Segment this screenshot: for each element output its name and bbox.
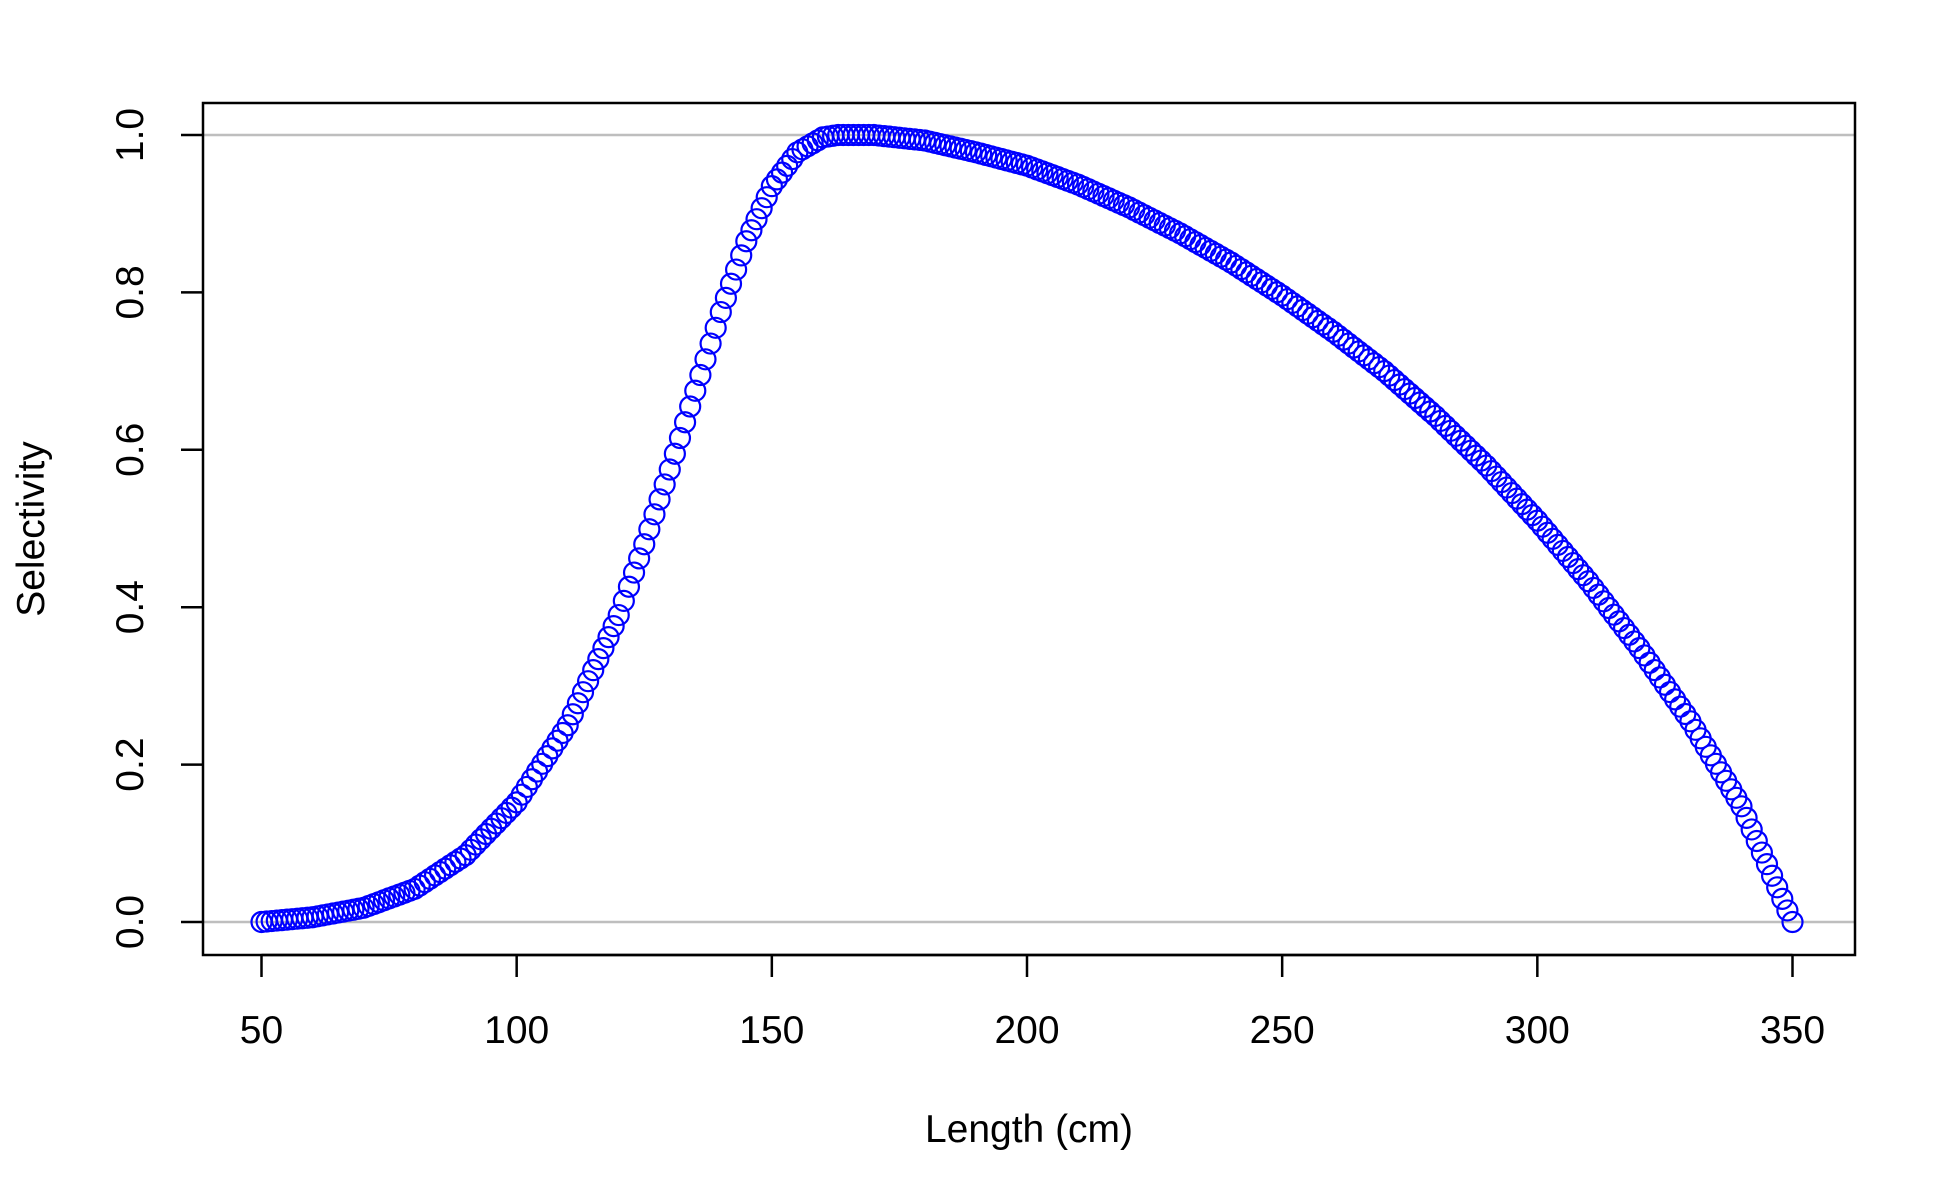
data-point (1771, 887, 1794, 910)
data-point (730, 244, 753, 267)
data-point (1674, 702, 1697, 726)
y-tick-label: 0.0 (109, 895, 152, 949)
data-point (709, 300, 732, 324)
data-point (648, 488, 671, 511)
y-tick-label: 0.4 (109, 580, 152, 634)
data-point (1750, 841, 1773, 864)
data-point (653, 473, 676, 496)
x-tick-label: 100 (484, 1009, 549, 1052)
y-tick-label: 0.2 (109, 737, 152, 791)
data-point (617, 575, 641, 598)
data-point (633, 533, 656, 556)
data-point (638, 518, 661, 541)
data-point (628, 547, 651, 570)
data-point (719, 272, 743, 295)
data-point (1776, 899, 1799, 922)
x-axis-label: Length (cm) (925, 1108, 1133, 1151)
data-point (1760, 864, 1784, 887)
data-point (1658, 680, 1682, 704)
data-point (577, 670, 600, 693)
data-point (1745, 829, 1768, 853)
data-point (694, 348, 717, 371)
data-point (1669, 695, 1692, 718)
data-point (1730, 795, 1753, 818)
data-point (679, 395, 702, 418)
data-point (582, 659, 605, 682)
data-point (622, 561, 646, 584)
data-point (556, 714, 579, 737)
data-point (1781, 910, 1804, 934)
data-point (750, 197, 773, 220)
data-point (806, 129, 829, 152)
data-point (566, 692, 590, 715)
data-point (1648, 666, 1671, 689)
data-point (643, 503, 666, 526)
data-point (1766, 876, 1789, 899)
data-point (1740, 818, 1763, 841)
data-point (1653, 673, 1677, 696)
data-point (704, 316, 727, 339)
data-point (740, 219, 763, 242)
x-tick-label: 350 (1760, 1009, 1825, 1052)
x-axis: 50 100 150 200 250 300 350 (240, 953, 1825, 1052)
data-points (250, 123, 1804, 934)
data-point (684, 379, 707, 402)
data-point (1664, 688, 1687, 711)
reference-lines (203, 133, 1855, 924)
data-point (663, 442, 686, 465)
data-point (714, 286, 738, 310)
data-point (1638, 651, 1661, 674)
x-tick-label: 300 (1505, 1009, 1570, 1052)
x-tick-label: 250 (1250, 1009, 1315, 1052)
data-point (1755, 853, 1779, 876)
data-point (689, 363, 712, 387)
data-point (587, 648, 610, 671)
data-point (658, 458, 681, 481)
data-point (602, 614, 625, 638)
data-point (1643, 658, 1666, 682)
x-tick-label: 50 (240, 1009, 283, 1052)
y-axis-label: Selectivity (10, 441, 53, 617)
data-point (612, 589, 635, 613)
data-point (592, 637, 615, 660)
data-point (597, 626, 620, 649)
data-point (725, 258, 748, 281)
data-point (673, 411, 697, 434)
x-tick-label: 200 (994, 1009, 1059, 1052)
data-point (561, 703, 584, 726)
data-point (607, 603, 630, 627)
data-point (1735, 806, 1758, 829)
data-point (699, 332, 722, 355)
y-tick-label: 0.6 (109, 423, 152, 477)
data-point (1633, 644, 1656, 667)
data-point (745, 208, 768, 231)
data-point (668, 426, 692, 450)
y-axis: 0.0 0.2 0.4 0.6 0.8 1.0 (109, 108, 203, 949)
x-tick-label: 150 (739, 1009, 804, 1052)
y-tick-label: 0.8 (109, 265, 152, 319)
y-tick-label: 1.0 (109, 108, 152, 162)
data-point (735, 230, 758, 253)
data-point (755, 186, 778, 209)
data-point (571, 681, 595, 704)
data-point (1628, 637, 1651, 660)
